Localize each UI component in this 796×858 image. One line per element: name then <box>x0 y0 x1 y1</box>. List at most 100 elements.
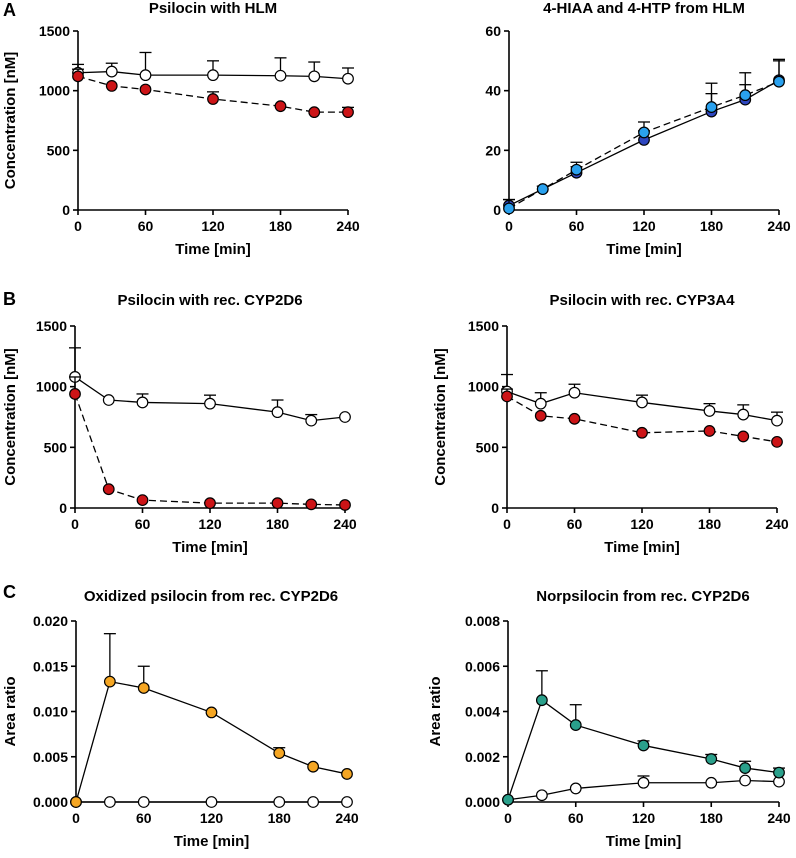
x-tick-label: 60 <box>569 218 585 234</box>
data-point <box>502 793 514 806</box>
data-point <box>568 386 581 399</box>
data-point <box>271 406 284 419</box>
y-tick-label: 1000 <box>468 379 499 395</box>
y-tick-label: 20 <box>485 142 501 158</box>
data-point <box>637 739 650 752</box>
y-tick-label: 0 <box>491 500 499 516</box>
series-4-hiaa <box>503 60 785 215</box>
data-point <box>103 796 116 808</box>
data-point <box>569 719 582 731</box>
y-tick-label: 0.006 <box>465 658 500 674</box>
data-point <box>570 163 583 176</box>
data-point <box>342 106 354 119</box>
y-axis-label: Area ratio <box>2 676 19 746</box>
data-point <box>136 396 149 409</box>
data-point <box>739 762 752 774</box>
x-axis-label: Time [min] <box>174 833 250 850</box>
data-point <box>536 183 549 196</box>
y-tick-label: 40 <box>485 83 501 99</box>
y-tick-label: 500 <box>476 439 500 455</box>
data-point <box>137 796 150 808</box>
x-tick-label: 0 <box>503 516 511 532</box>
y-tick-label: 1500 <box>468 318 499 334</box>
x-tick-label: 180 <box>266 516 290 532</box>
x-tick-label: 180 <box>700 810 724 826</box>
y-tick-label: 1000 <box>36 379 67 395</box>
data-point <box>636 396 648 409</box>
data-point <box>307 760 320 773</box>
series-oxidized-psilocin <box>70 633 353 808</box>
panel-letter-c: C <box>3 582 16 602</box>
chart-panel-2: 4-HIAA and 4-HTP from HLM 0 60 120 180 240 0 20… <box>485 0 790 258</box>
y-tick-label: 0.002 <box>465 749 500 765</box>
x-tick-label: 120 <box>632 218 656 234</box>
x-tick-label: 60 <box>568 810 584 826</box>
chart-title: Psilocin with rec. CYP2D6 <box>117 292 302 309</box>
data-point <box>636 426 648 439</box>
data-point <box>341 796 353 808</box>
series-incubation <box>72 68 354 119</box>
data-point <box>637 776 650 789</box>
x-axis-label: Time [min] <box>175 241 251 258</box>
data-point <box>308 106 321 119</box>
x-tick-label: 120 <box>200 810 224 826</box>
y-tick-label: 0.005 <box>33 749 68 765</box>
x-tick-label: 180 <box>268 810 292 826</box>
x-tick-label: 0 <box>74 218 82 234</box>
x-tick-label: 240 <box>335 810 359 826</box>
data-point <box>705 101 718 113</box>
data-point <box>535 789 548 802</box>
chart-panel-6: Norpsilocin from rec. CYP2D6 0 60 120 180 240… <box>427 588 791 850</box>
x-tick-label: 0 <box>504 810 512 826</box>
data-point <box>638 126 650 139</box>
data-point <box>305 414 318 427</box>
x-tick-label: 240 <box>336 218 360 234</box>
data-point <box>271 497 284 510</box>
x-tick-label: 120 <box>198 516 222 532</box>
x-tick-label: 180 <box>698 516 722 532</box>
data-point <box>274 69 287 82</box>
y-axis-label: Concentration [nM] <box>432 348 449 485</box>
data-point <box>72 70 84 83</box>
series-line <box>75 680 348 803</box>
data-point <box>105 65 118 78</box>
data-point <box>703 405 716 417</box>
data-point <box>137 682 150 694</box>
x-tick-label: 60 <box>138 218 154 234</box>
chart-panel-3: Psilocin with rec. CYP2D6 0 60 120 180 240 0 50… <box>2 292 357 556</box>
y-tick-label: 500 <box>47 142 71 158</box>
x-tick-label: 240 <box>333 516 357 532</box>
x-tick-label: 180 <box>700 218 724 234</box>
y-tick-label: 0.000 <box>33 794 68 810</box>
chart-panel-4: Psilocin with rec. CYP3A4 0 60 120 180 240 0 50… <box>432 292 789 556</box>
data-point <box>339 499 351 511</box>
x-tick-label: 60 <box>135 516 151 532</box>
data-point <box>773 75 785 88</box>
data-point <box>534 409 547 422</box>
series-control <box>72 51 354 85</box>
y-tick-label: 1500 <box>39 23 70 39</box>
y-tick-label: 60 <box>485 23 501 39</box>
data-point <box>205 796 218 808</box>
data-point <box>737 430 750 443</box>
chart-title: Psilocin with HLM <box>149 0 277 17</box>
series-control <box>501 373 783 427</box>
panel-letter-a: A <box>3 0 16 20</box>
series-line <box>74 393 346 506</box>
data-point <box>204 497 216 510</box>
x-tick-label: 0 <box>505 218 513 234</box>
y-tick-label: 0 <box>59 500 67 516</box>
data-point <box>308 70 321 83</box>
x-tick-label: 0 <box>71 516 79 532</box>
y-tick-label: 500 <box>44 439 68 455</box>
data-point <box>69 388 81 400</box>
data-point <box>136 494 149 507</box>
data-point <box>342 72 354 85</box>
data-point <box>103 675 116 688</box>
data-point <box>705 776 718 789</box>
series-incubation <box>501 388 783 448</box>
series-norpsilocin <box>502 670 785 806</box>
data-point <box>503 202 515 215</box>
data-point <box>534 397 547 410</box>
